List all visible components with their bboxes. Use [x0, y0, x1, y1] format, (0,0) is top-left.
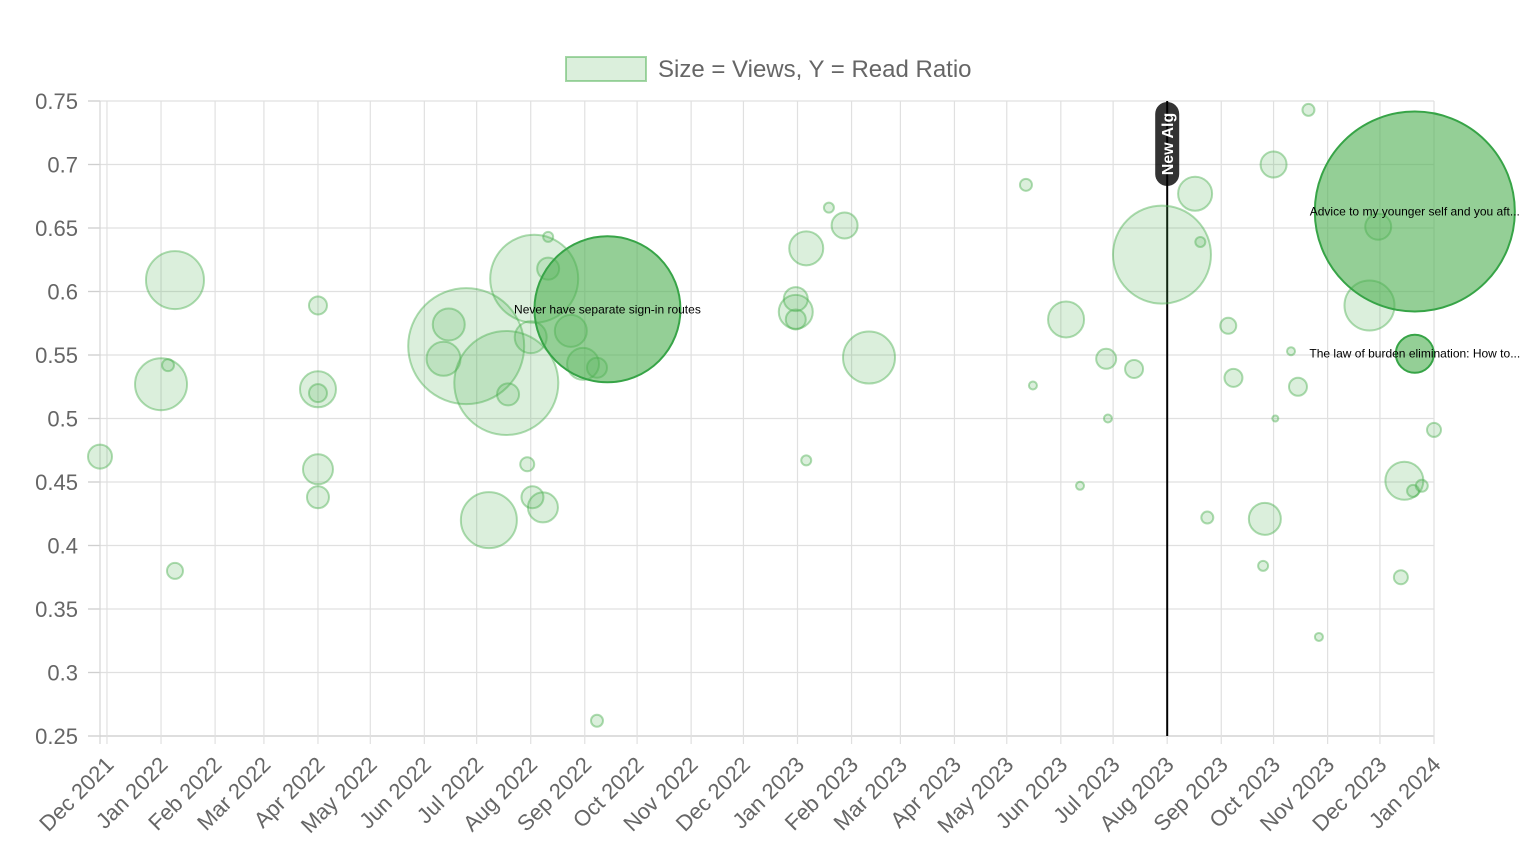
bubble — [782, 286, 809, 313]
bubble — [1223, 367, 1244, 388]
bubble — [830, 211, 859, 240]
highlighted-bubble — [1394, 333, 1435, 374]
bubble — [526, 491, 559, 524]
bubble — [459, 491, 518, 550]
bubble — [1271, 414, 1280, 423]
highlighted-bubble — [533, 235, 682, 384]
bubble — [822, 201, 835, 214]
bubble-label: Never have separate sign-in routes — [514, 302, 701, 316]
bubble — [1259, 150, 1288, 179]
bubble — [1095, 347, 1118, 370]
new-alg-annotation-label-group: New Alg — [1155, 102, 1180, 186]
bubble — [1047, 300, 1086, 339]
y-tick-label: 0.3 — [47, 661, 78, 686]
bubble — [161, 358, 176, 373]
bubble — [1414, 478, 1429, 493]
bubble — [1027, 380, 1038, 391]
bubble — [777, 293, 814, 330]
bubble — [842, 330, 897, 385]
bubble — [788, 230, 825, 267]
grid — [88, 100, 1435, 744]
bubble — [298, 370, 337, 409]
bubble — [1075, 480, 1086, 491]
bubble — [1194, 235, 1207, 248]
bubble — [1177, 175, 1214, 212]
bubble-label: Advice to my younger self and you aft... — [1310, 204, 1520, 218]
bubble — [1257, 559, 1270, 572]
bubble — [453, 329, 560, 436]
y-tick-label: 0.75 — [35, 89, 78, 114]
y-tick-label: 0.65 — [35, 216, 78, 241]
bubble — [1111, 204, 1212, 305]
bubble — [1124, 358, 1145, 379]
bubble — [1102, 413, 1113, 424]
y-tick-label: 0.7 — [47, 153, 78, 178]
y-tick-label: 0.45 — [35, 470, 78, 495]
bubble — [407, 287, 526, 406]
legend[interactable]: Size = Views, Y = Read Ratio — [565, 56, 972, 83]
y-tick-label: 0.35 — [35, 597, 78, 622]
bubble — [307, 295, 328, 316]
y-tick-label: 0.5 — [47, 407, 78, 432]
new-alg-label: New Alg — [1160, 113, 1177, 176]
bubble — [134, 357, 189, 412]
y-tick-label: 0.25 — [35, 724, 78, 749]
bubble — [1426, 421, 1442, 438]
bubble — [431, 307, 466, 342]
y-tick-label: 0.4 — [47, 534, 78, 559]
bubble — [144, 250, 205, 311]
y-axis-tick-labels: 0.75 0.7 0.65 0.6 0.55 0.5 0.45 0.4 0.35 0.3 0.25 — [35, 89, 78, 749]
bubble — [589, 713, 604, 728]
bubble — [1392, 569, 1409, 586]
bubble — [784, 308, 807, 331]
bubble — [1247, 501, 1282, 536]
legend-swatch — [565, 56, 647, 82]
bubble-label: The law of burden elimination: How to... — [1309, 347, 1520, 361]
highlighted-bubble — [1313, 110, 1516, 313]
bubble — [1301, 102, 1316, 117]
bubble — [305, 485, 330, 510]
y-tick-label: 0.55 — [35, 343, 78, 368]
bubble — [87, 443, 113, 470]
bubble — [1313, 631, 1324, 642]
bubble — [307, 383, 328, 404]
bubble — [1406, 483, 1421, 498]
bubble — [800, 454, 813, 467]
bubble — [1200, 510, 1215, 525]
y-tick-label: 0.6 — [47, 280, 78, 305]
bubble — [425, 340, 462, 377]
bubble — [520, 485, 545, 510]
new-alg-label-background — [1155, 102, 1180, 186]
bubbles: Never have separate sign-in routes Advice… — [87, 102, 1520, 728]
bubble — [165, 561, 184, 580]
legend-label: Size = Views, Y = Read Ratio — [658, 56, 972, 83]
bubble — [301, 453, 334, 486]
bubble — [1018, 177, 1033, 192]
bubble — [496, 382, 521, 407]
bubble — [519, 456, 536, 473]
bubble — [542, 230, 555, 243]
bubble — [1384, 460, 1425, 501]
bubble — [1286, 346, 1297, 357]
bubble — [1219, 316, 1238, 335]
bubble — [1287, 376, 1308, 397]
